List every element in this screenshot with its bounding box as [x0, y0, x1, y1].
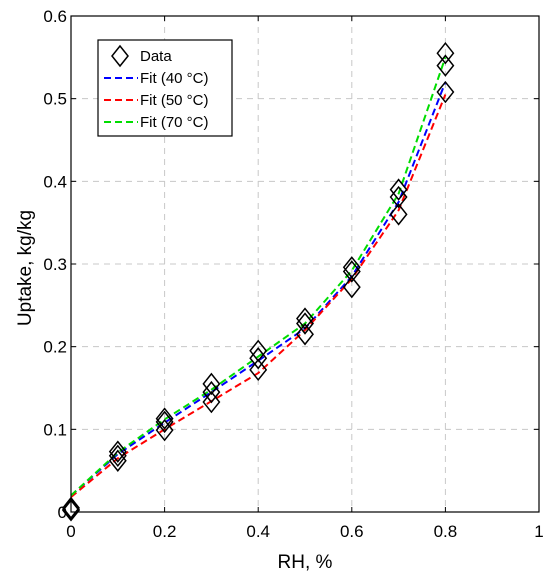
data-point: [202, 372, 221, 396]
data-point: [202, 380, 221, 404]
data-point: [296, 307, 314, 330]
x-tick-labels: 0 0.2 0.4 0.6 0.8 1: [66, 522, 543, 541]
legend-box: [97, 39, 233, 137]
data-point: [155, 407, 174, 430]
data-point: [296, 323, 314, 346]
data-point: [108, 444, 127, 467]
x-tick-label: 0.4: [246, 522, 270, 541]
ticks: [70, 15, 540, 513]
y-tick-labels: 0 0.1 0.2 0.3 0.4 0.5 0.6: [43, 7, 67, 522]
data-point: [155, 410, 174, 434]
data-point: [436, 80, 455, 104]
x-tick-label: 0: [66, 522, 75, 541]
x-axis-label: RH, %: [278, 552, 333, 573]
data-point: [62, 496, 80, 520]
grid: [71, 16, 539, 512]
legend-label-1: Fit (40 °C): [140, 70, 209, 87]
fit-line-2: [70, 94, 447, 498]
legend: Data Fit (40 °C) Fit (50 °C) Fit (70 °C): [97, 39, 233, 137]
legend-label-3: Fit (70 °C): [140, 114, 209, 131]
data-point: [342, 260, 361, 283]
data-markers: [62, 41, 455, 522]
x-tick-label: 0.6: [340, 522, 364, 541]
data-point: [249, 358, 268, 382]
data-point: [249, 347, 268, 370]
y-tick-label: 0.6: [43, 7, 67, 26]
y-axis-label: Uptake, kg/kg: [15, 210, 36, 326]
legend-data-marker: [111, 44, 129, 68]
data-point: [202, 390, 221, 414]
x-tick-label: 0.8: [434, 522, 458, 541]
x-tick-label: 1: [534, 522, 543, 541]
fit-line-3: [70, 56, 447, 497]
data-point: [389, 203, 408, 226]
data-point: [108, 440, 127, 463]
y-tick-label: 0.1: [43, 420, 67, 439]
data-point: [108, 449, 127, 472]
legend-label-2: Fit (50 °C): [140, 92, 209, 109]
x-tick-label: 0.2: [153, 522, 177, 541]
data-point: [62, 499, 80, 522]
y-tick-label: 0.5: [43, 90, 67, 109]
data-point: [296, 312, 314, 335]
data-point: [389, 178, 408, 201]
data-point: [342, 275, 361, 299]
data-point: [436, 54, 455, 77]
data-point: [389, 185, 408, 209]
y-tick-label: 0.2: [43, 338, 67, 357]
data-point: [155, 418, 174, 442]
y-tick-label: 0: [58, 503, 67, 522]
legend-label-data: Data: [140, 48, 172, 65]
y-tick-label: 0.3: [43, 255, 67, 274]
y-tick-label: 0.4: [43, 172, 67, 191]
data-point: [436, 41, 455, 65]
